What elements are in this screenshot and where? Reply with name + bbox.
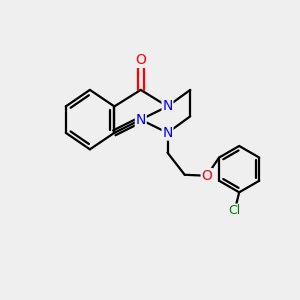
Text: Cl: Cl xyxy=(229,204,241,217)
Text: N: N xyxy=(136,112,146,127)
Text: O: O xyxy=(201,169,212,183)
Text: N: N xyxy=(162,99,173,113)
Text: O: O xyxy=(135,53,146,67)
Text: N: N xyxy=(162,126,173,140)
